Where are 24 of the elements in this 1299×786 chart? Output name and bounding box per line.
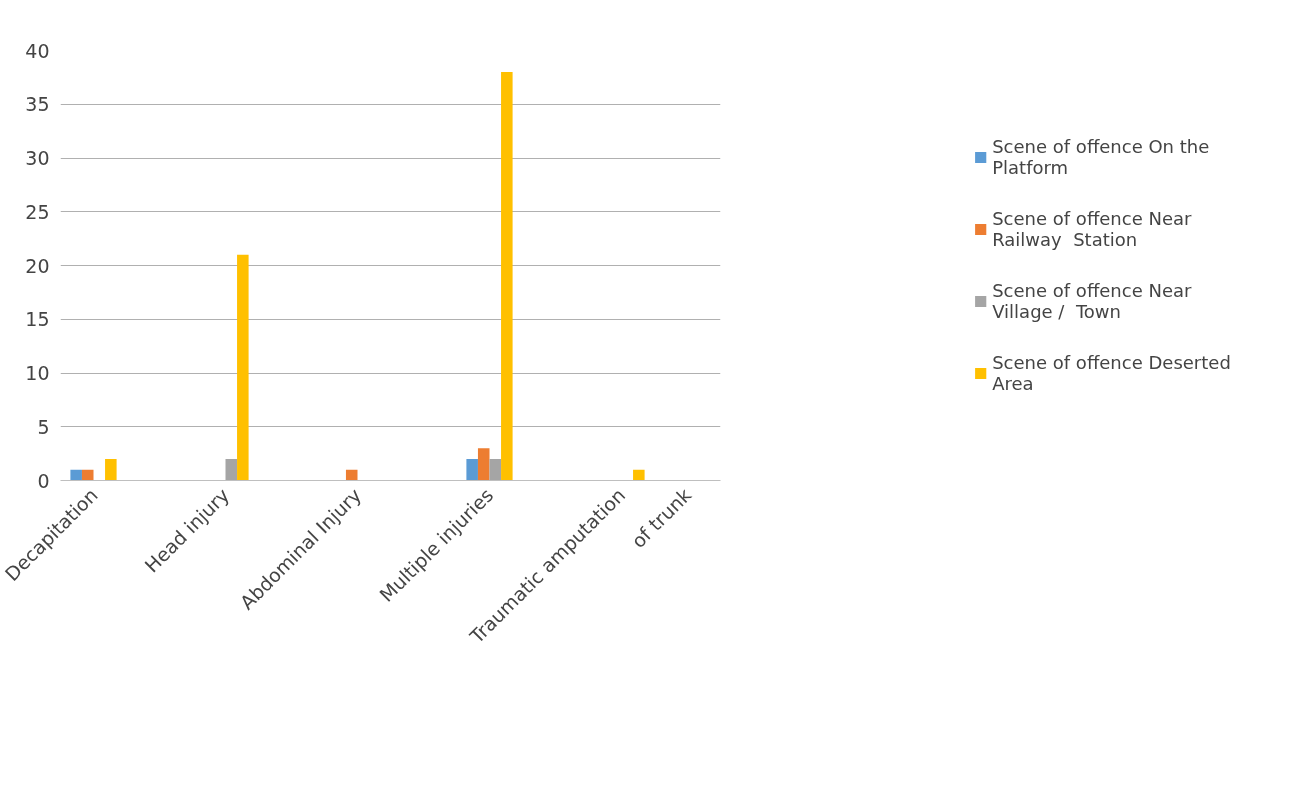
y-tick-label: 35 xyxy=(25,93,50,116)
y-tick-label: 15 xyxy=(25,308,50,331)
y-tick-label: 25 xyxy=(25,200,50,223)
bar xyxy=(345,469,358,481)
y-tick-label: 5 xyxy=(37,415,50,438)
bar xyxy=(70,469,82,481)
legend-label: Scene of offence Near Railway Station xyxy=(992,208,1192,250)
bar xyxy=(477,448,490,481)
bar xyxy=(501,72,513,481)
bar xyxy=(225,459,238,481)
bar xyxy=(489,459,502,481)
legend-label: Scene of offence Near Village / Town xyxy=(992,280,1192,322)
y-tick-label: 30 xyxy=(25,147,50,169)
y-tick-label: 0 xyxy=(37,469,50,492)
bar xyxy=(237,254,249,481)
bar xyxy=(105,459,117,481)
bar xyxy=(466,459,478,481)
legend-label: Scene of offence On the Platform xyxy=(992,136,1210,178)
bar xyxy=(633,469,645,481)
y-tick-label: 20 xyxy=(25,254,50,277)
y-tick-label: 10 xyxy=(25,362,50,384)
y-tick-label: 40 xyxy=(25,39,50,62)
legend-label: Scene of offence Deserted Area xyxy=(992,352,1231,394)
bar xyxy=(81,469,94,481)
